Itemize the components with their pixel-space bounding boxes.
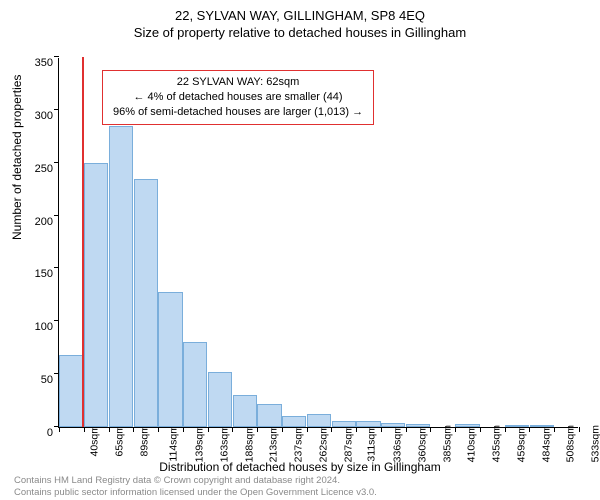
x-tick-mark <box>257 427 258 432</box>
x-tick-label: 262sqm <box>317 425 329 462</box>
bar <box>134 179 158 427</box>
x-tick-mark <box>158 427 159 432</box>
x-tick-mark <box>554 427 555 432</box>
bar <box>307 414 331 427</box>
x-tick-label: 360sqm <box>416 425 428 462</box>
attribution: Contains HM Land Registry data © Crown c… <box>14 475 377 498</box>
y-tick-mark <box>54 215 59 216</box>
bar <box>282 416 306 427</box>
y-tick-label: 300 <box>17 110 53 122</box>
y-tick-label: 0 <box>17 427 53 439</box>
info-box: 22 SYLVAN WAY: 62sqm ← 4% of detached ho… <box>102 70 374 125</box>
bar <box>505 425 529 427</box>
y-tick-mark <box>54 162 59 163</box>
x-tick-label: 188sqm <box>243 425 255 462</box>
y-tick-label: 50 <box>17 374 53 386</box>
x-tick-label: 163sqm <box>218 425 230 462</box>
bar <box>158 292 182 427</box>
x-tick-label: 114sqm <box>168 425 180 462</box>
bar <box>84 163 108 427</box>
x-tick-label: 410sqm <box>466 425 478 462</box>
info-line-3: 96% of semi-detached houses are larger (… <box>113 105 363 120</box>
y-tick-mark <box>54 320 59 321</box>
x-tick-mark <box>133 427 134 432</box>
y-tick-label: 100 <box>17 321 53 333</box>
x-tick-label: 65sqm <box>113 425 125 457</box>
x-tick-mark <box>307 427 308 432</box>
x-tick-mark <box>430 427 431 432</box>
x-tick-mark <box>455 427 456 432</box>
x-tick-label: 459sqm <box>515 425 527 462</box>
attribution-line-1: Contains HM Land Registry data © Crown c… <box>14 475 377 486</box>
x-tick-mark <box>59 427 60 432</box>
x-tick-label: 287sqm <box>342 425 354 462</box>
x-tick-label: 237sqm <box>292 425 304 462</box>
bar <box>530 425 554 427</box>
x-tick-label: 385sqm <box>441 425 453 462</box>
x-tick-mark <box>109 427 110 432</box>
x-tick-mark <box>381 427 382 432</box>
bar <box>233 395 257 427</box>
y-tick-mark <box>54 267 59 268</box>
x-tick-label: 508sqm <box>565 425 577 462</box>
x-tick-label: 139sqm <box>193 425 205 462</box>
x-tick-mark <box>208 427 209 432</box>
bar <box>332 421 356 427</box>
title-sub: Size of property relative to detached ho… <box>0 25 600 40</box>
title-block: 22, SYLVAN WAY, GILLINGHAM, SP8 4EQ Size… <box>0 0 600 40</box>
x-tick-label: 484sqm <box>540 425 552 462</box>
attribution-line-2: Contains public sector information licen… <box>14 487 377 498</box>
x-tick-label: 336sqm <box>392 425 404 462</box>
x-tick-label: 435sqm <box>491 425 503 462</box>
x-tick-mark <box>505 427 506 432</box>
x-tick-label: 533sqm <box>590 425 600 462</box>
x-tick-label: 40sqm <box>89 425 101 457</box>
x-tick-mark <box>282 427 283 432</box>
x-tick-mark <box>480 427 481 432</box>
bar <box>381 423 405 427</box>
bar <box>455 424 479 427</box>
bar <box>109 126 133 427</box>
y-tick-label: 150 <box>17 268 53 280</box>
bar <box>257 404 281 427</box>
y-tick-label: 250 <box>17 163 53 175</box>
x-tick-mark <box>406 427 407 432</box>
x-tick-mark <box>84 427 85 432</box>
x-tick-mark <box>183 427 184 432</box>
info-line-2: ← 4% of detached houses are smaller (44) <box>113 90 363 105</box>
x-tick-label: 213sqm <box>268 425 280 462</box>
y-tick-label: 200 <box>17 216 53 228</box>
x-tick-mark <box>579 427 580 432</box>
x-tick-mark <box>232 427 233 432</box>
bar <box>183 342 207 427</box>
bar <box>208 372 232 427</box>
x-tick-mark <box>331 427 332 432</box>
y-tick-mark <box>54 109 59 110</box>
y-tick-label: 350 <box>17 57 53 69</box>
bar <box>59 355 83 427</box>
info-line-1: 22 SYLVAN WAY: 62sqm <box>113 75 363 90</box>
bar <box>356 421 380 427</box>
bar <box>406 424 430 427</box>
x-tick-label: 89sqm <box>138 425 150 457</box>
x-tick-label: 311sqm <box>366 425 378 462</box>
title-main: 22, SYLVAN WAY, GILLINGHAM, SP8 4EQ <box>0 8 600 23</box>
marker-line <box>82 57 84 427</box>
x-tick-mark <box>529 427 530 432</box>
x-tick-mark <box>356 427 357 432</box>
y-tick-mark <box>54 56 59 57</box>
x-axis-label: Distribution of detached houses by size … <box>0 460 600 474</box>
